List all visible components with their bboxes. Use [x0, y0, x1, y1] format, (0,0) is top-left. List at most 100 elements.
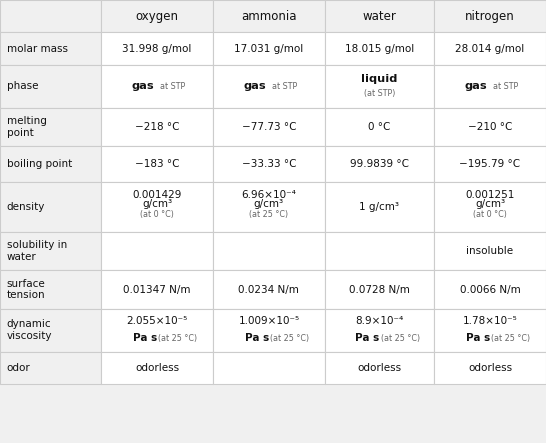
Bar: [325, 182, 434, 232]
Text: Pa s: Pa s: [355, 333, 379, 343]
Bar: [101, 309, 213, 352]
Text: −210 °C: −210 °C: [468, 122, 512, 132]
Text: odor: odor: [7, 363, 30, 373]
Bar: [101, 0, 213, 32]
Bar: [101, 182, 213, 232]
Bar: [0, 270, 101, 309]
Text: molar mass: molar mass: [7, 43, 68, 54]
Bar: [213, 352, 325, 384]
Bar: [213, 309, 325, 352]
Text: boiling point: boiling point: [7, 159, 72, 169]
Text: g/cm³: g/cm³: [254, 199, 284, 209]
Text: gas: gas: [465, 81, 487, 91]
Text: Pa s: Pa s: [245, 333, 269, 343]
Bar: [0, 352, 101, 384]
Bar: [0, 146, 101, 182]
Text: solubility in
water: solubility in water: [7, 240, 67, 262]
Bar: [0, 309, 101, 352]
Bar: [213, 65, 325, 108]
Bar: [0, 232, 101, 270]
Bar: [434, 352, 546, 384]
Text: 0.0066 N/m: 0.0066 N/m: [460, 284, 520, 295]
Text: at STP: at STP: [155, 82, 186, 91]
Bar: [325, 65, 434, 108]
Text: 0 °C: 0 °C: [369, 122, 390, 132]
Text: 28.014 g/mol: 28.014 g/mol: [455, 43, 525, 54]
Bar: [325, 232, 434, 270]
Text: gas: gas: [244, 81, 266, 91]
Bar: [325, 146, 434, 182]
Text: phase: phase: [7, 81, 38, 91]
Text: −218 °C: −218 °C: [135, 122, 179, 132]
Bar: [325, 270, 434, 309]
Text: 31.998 g/mol: 31.998 g/mol: [122, 43, 192, 54]
Text: (at STP): (at STP): [364, 89, 395, 98]
Text: surface
tension: surface tension: [7, 279, 45, 300]
Text: odorless: odorless: [468, 363, 512, 373]
Bar: [213, 270, 325, 309]
Text: (at 0 °C): (at 0 °C): [140, 210, 174, 219]
Bar: [434, 65, 546, 108]
Text: −33.33 °C: −33.33 °C: [242, 159, 296, 169]
Bar: [101, 270, 213, 309]
Text: −77.73 °C: −77.73 °C: [242, 122, 296, 132]
Bar: [0, 65, 101, 108]
Bar: [101, 108, 213, 146]
Bar: [0, 182, 101, 232]
Bar: [434, 270, 546, 309]
Bar: [325, 108, 434, 146]
Text: −195.79 °C: −195.79 °C: [460, 159, 520, 169]
Text: 18.015 g/mol: 18.015 g/mol: [345, 43, 414, 54]
Text: 1 g/cm³: 1 g/cm³: [359, 202, 400, 212]
Bar: [434, 146, 546, 182]
Bar: [0, 108, 101, 146]
Text: at STP: at STP: [488, 82, 519, 91]
Bar: [213, 182, 325, 232]
Text: (at 25 °C): (at 25 °C): [250, 210, 288, 219]
Text: 99.9839 °C: 99.9839 °C: [350, 159, 409, 169]
Bar: [0, 0, 101, 32]
Text: insoluble: insoluble: [466, 246, 514, 256]
Text: (at 25 °C): (at 25 °C): [491, 334, 530, 343]
Bar: [434, 0, 546, 32]
Bar: [325, 32, 434, 65]
Text: (at 0 °C): (at 0 °C): [473, 210, 507, 219]
Text: liquid: liquid: [361, 74, 397, 84]
Text: odorless: odorless: [358, 363, 401, 373]
Bar: [434, 108, 546, 146]
Text: 0.0234 N/m: 0.0234 N/m: [239, 284, 299, 295]
Bar: [101, 32, 213, 65]
Bar: [434, 309, 546, 352]
Text: Pa s: Pa s: [133, 333, 157, 343]
Text: g/cm³: g/cm³: [142, 199, 172, 209]
Bar: [434, 32, 546, 65]
Text: nitrogen: nitrogen: [465, 10, 515, 23]
Text: 0.0728 N/m: 0.0728 N/m: [349, 284, 410, 295]
Text: −183 °C: −183 °C: [135, 159, 179, 169]
Text: 0.001251: 0.001251: [465, 190, 515, 200]
Bar: [325, 0, 434, 32]
Bar: [434, 182, 546, 232]
Text: dynamic
viscosity: dynamic viscosity: [7, 319, 52, 341]
Bar: [213, 146, 325, 182]
Text: at STP: at STP: [268, 82, 298, 91]
Text: g/cm³: g/cm³: [475, 199, 505, 209]
Text: 0.01347 N/m: 0.01347 N/m: [123, 284, 191, 295]
Text: 1.009×10⁻⁵: 1.009×10⁻⁵: [239, 316, 299, 326]
Bar: [325, 352, 434, 384]
Bar: [213, 108, 325, 146]
Bar: [434, 232, 546, 270]
Bar: [101, 146, 213, 182]
Text: odorless: odorless: [135, 363, 179, 373]
Text: 8.9×10⁻⁴: 8.9×10⁻⁴: [355, 316, 403, 326]
Text: ammonia: ammonia: [241, 10, 296, 23]
Bar: [213, 32, 325, 65]
Text: (at 25 °C): (at 25 °C): [158, 334, 197, 343]
Bar: [101, 65, 213, 108]
Text: (at 25 °C): (at 25 °C): [381, 334, 420, 343]
Bar: [213, 0, 325, 32]
Text: 0.001429: 0.001429: [132, 190, 182, 200]
Bar: [325, 309, 434, 352]
Text: (at 25 °C): (at 25 °C): [270, 334, 309, 343]
Bar: [101, 352, 213, 384]
